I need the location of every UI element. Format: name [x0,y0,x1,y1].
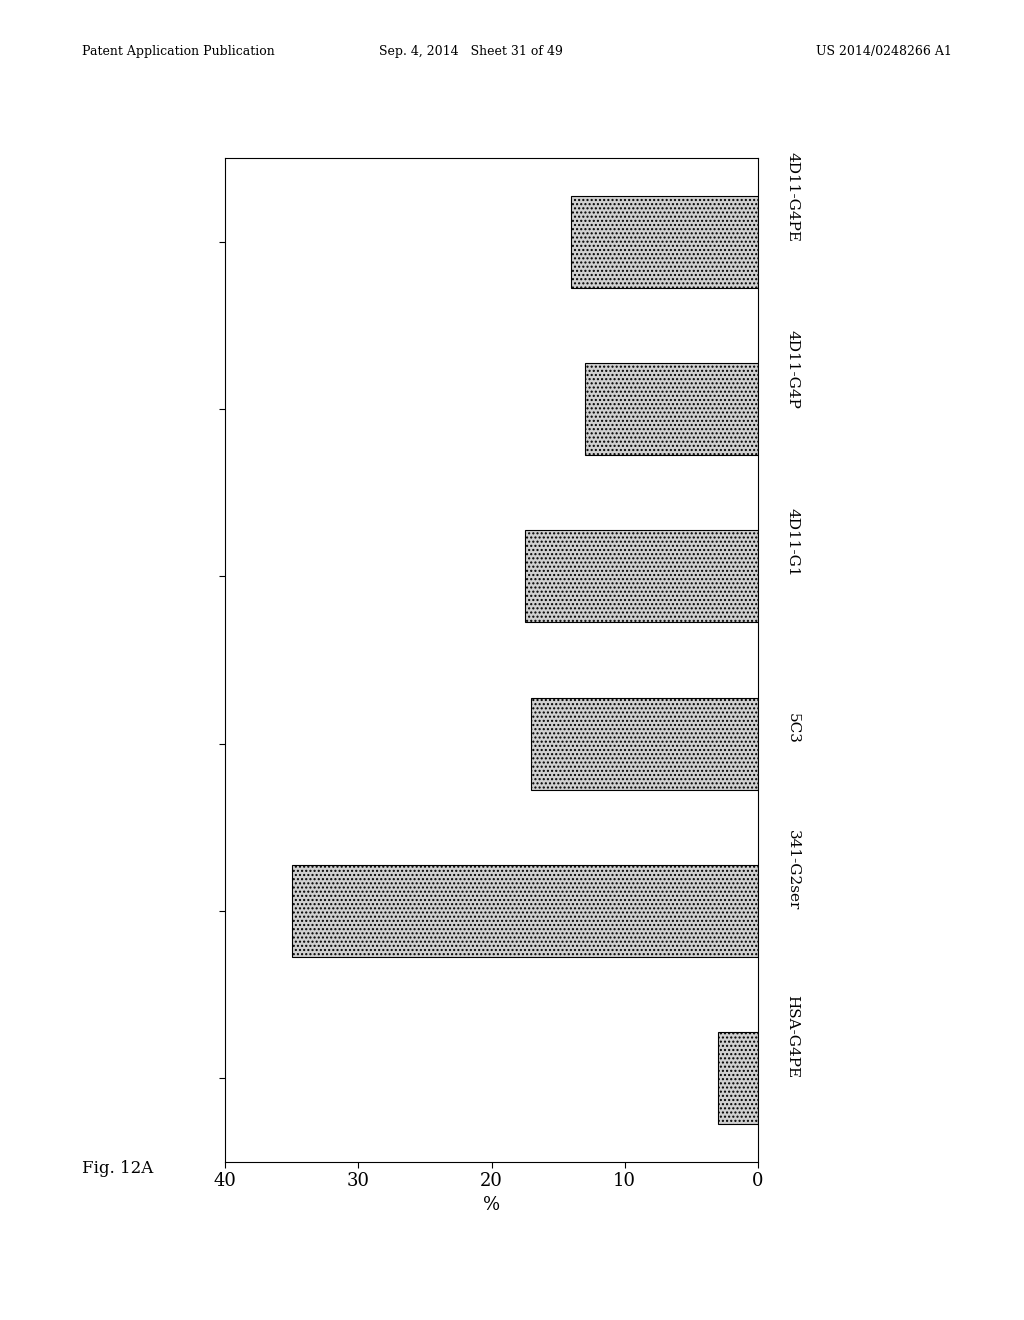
Bar [292,865,758,957]
Bar [571,195,758,288]
Text: Fig. 12A: Fig. 12A [82,1160,154,1177]
Bar [524,531,758,623]
Text: Patent Application Publication: Patent Application Publication [82,45,274,58]
Text: US 2014/0248266 A1: US 2014/0248266 A1 [816,45,952,58]
Bar [585,363,758,455]
Bar [531,697,758,789]
X-axis label: %: % [483,1196,500,1213]
Text: Sep. 4, 2014   Sheet 31 of 49: Sep. 4, 2014 Sheet 31 of 49 [379,45,563,58]
Bar [718,1032,758,1125]
